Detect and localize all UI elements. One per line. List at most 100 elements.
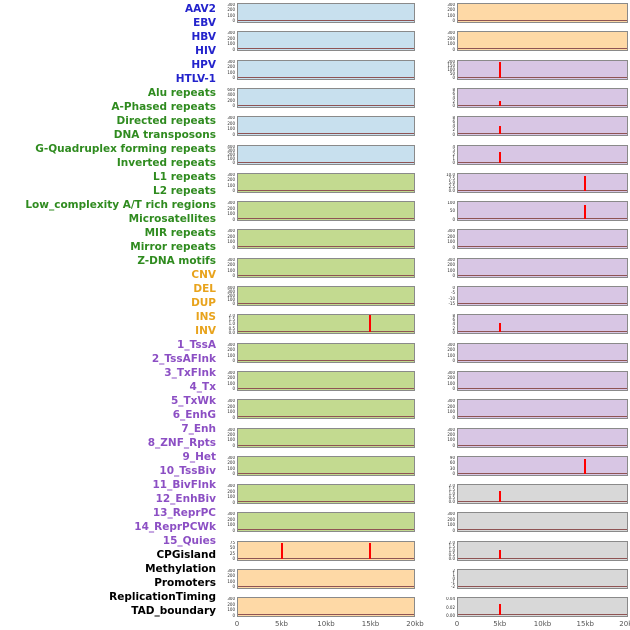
track-label-ins: INS <box>195 311 216 323</box>
y-tick-label: 100 <box>227 380 235 386</box>
y-tick-label: 300 <box>447 399 455 404</box>
signal-plot-area <box>457 484 628 505</box>
signal-baseline <box>458 387 627 389</box>
y-tick-label: 0.02 <box>446 604 455 610</box>
signal-baseline <box>238 161 414 163</box>
y-tick-label: 75 <box>229 540 235 545</box>
track-label-methylation: Methylation <box>145 563 216 575</box>
y-tick-label: 1 <box>452 572 455 578</box>
signal-spike <box>499 491 502 503</box>
y-tick-label: 0 <box>452 414 455 420</box>
profile-panel-9-het: 0 -5 -10 -15 <box>443 286 628 306</box>
y-axis-ticks: 300 200 100 0 <box>443 258 457 278</box>
y-tick-label: 0 <box>232 75 235 80</box>
y-tick-label: 300 <box>227 399 235 404</box>
signal-baseline <box>458 557 627 559</box>
profile-panel-hbv: 300 200 100 0 <box>223 59 415 80</box>
y-tick-label: 300 <box>227 116 235 121</box>
signal-plot-area <box>237 31 415 52</box>
profile-panel-13-reprpc: 300 200 100 0 <box>443 399 628 420</box>
track-label-inverted-repeats: Inverted repeats <box>116 157 216 169</box>
y-tick-label: 100 <box>227 126 235 132</box>
y-tick-label: 4 <box>452 321 455 327</box>
y-tick-label: 0 <box>232 273 235 278</box>
signal-plot-area <box>237 399 415 420</box>
profile-panel-ebv: 300 200 100 0 <box>223 31 415 52</box>
signal-spike <box>369 315 371 333</box>
x-tick-label: 10kb <box>317 620 335 628</box>
signal-plot-area <box>457 427 628 448</box>
profile-panel-g-quadruplex-forming-repeats: 400 300 200 100 0 <box>223 286 415 306</box>
profile-panel-low-complexity-a-t-rich-regions: 300 200 100 0 <box>223 399 415 420</box>
y-axis-ticks: 600 400 200 0 <box>223 88 237 108</box>
track-label-hbv: HBV <box>191 31 217 43</box>
y-tick-label: 0 <box>452 273 455 278</box>
y-tick-label: 0 <box>452 329 455 335</box>
y-tick-label: 200 <box>227 488 235 494</box>
profile-panel-14-reprpcwk: 300 200 100 0 <box>443 427 628 448</box>
y-tick-label: 100 <box>227 239 235 245</box>
signal-baseline <box>458 416 627 418</box>
signal-spike <box>499 151 502 163</box>
y-tick-label: 100 <box>447 66 455 72</box>
y-tick-label: 0 <box>232 386 235 391</box>
y-axis-ticks: 300 200 100 0 <box>443 428 457 448</box>
y-tick-label: 0 <box>232 556 235 561</box>
track-label-g-quadruplex-forming-repeats: G-Quadruplex forming repeats <box>35 143 216 155</box>
signal-plot-area <box>457 87 628 108</box>
y-tick-label: 100 <box>447 239 455 245</box>
profile-panel-mirror-repeats: 300 200 100 0 <box>223 484 415 505</box>
y-tick-label: 0 <box>232 18 235 23</box>
signal-plot-area <box>457 116 628 137</box>
signal-plot-area <box>457 399 628 420</box>
signal-baseline <box>238 246 414 248</box>
signal-spike <box>499 126 502 135</box>
signal-baseline <box>238 303 414 304</box>
signal-plot-area <box>457 540 628 561</box>
y-tick-label: 4 <box>452 95 455 101</box>
signal-plot-area <box>237 229 415 250</box>
y-tick-label: 0 <box>452 46 455 52</box>
y-axis-ticks: 90 60 30 0 <box>443 456 457 476</box>
y-axis-ticks: 75 50 25 0 <box>223 541 237 561</box>
signal-plot-area <box>457 257 628 278</box>
y-tick-label: 100 <box>227 607 235 613</box>
y-tick-label: 1.5 <box>448 487 455 493</box>
signal-plot-area <box>237 201 415 222</box>
signal-baseline <box>458 76 627 78</box>
y-tick-label: 300 <box>227 201 235 206</box>
track-label-hpv: HPV <box>191 59 216 71</box>
y-tick-label: 200 <box>447 403 455 409</box>
y-tick-label: 0 <box>232 46 235 52</box>
track-label-mir-repeats: MIR repeats <box>144 227 216 239</box>
profile-panel-l2-repeats: 300 200 100 0 <box>223 370 415 391</box>
y-tick-label: 2.5 <box>448 184 455 190</box>
signal-spike <box>369 543 371 559</box>
y-tick-label: 0 <box>232 471 235 476</box>
y-tick-label: 200 <box>227 205 235 211</box>
signal-baseline <box>458 48 627 50</box>
track-label-directed-repeats: Directed repeats <box>116 115 216 127</box>
x-tick-label: 15kb <box>361 620 380 628</box>
signal-baseline <box>458 274 627 276</box>
y-tick-label: 600 <box>227 87 235 92</box>
y-tick-label: 100 <box>227 267 235 273</box>
y-tick-label: 8 <box>452 314 455 319</box>
y-axis-ticks: 300 200 100 0 <box>223 201 237 221</box>
signal-plot-area <box>237 569 415 589</box>
y-axis-ticks: 300 200 100 0 <box>223 456 237 476</box>
signal-baseline <box>458 359 627 361</box>
signal-spike <box>583 204 586 220</box>
y-axis-ticks: 300 200 100 0 <box>223 229 237 249</box>
signal-baseline <box>238 359 414 361</box>
y-axis-ticks: 100 50 0 <box>443 201 457 221</box>
y-tick-label: 1.5 <box>228 317 235 323</box>
signal-plot-area <box>237 427 415 448</box>
signal-baseline <box>238 104 414 106</box>
profile-panel-l1-repeats: 300 200 100 0 <box>223 342 415 363</box>
y-axis-ticks: 300 200 100 0 <box>443 343 457 363</box>
track-label-inv: INV <box>195 325 216 337</box>
